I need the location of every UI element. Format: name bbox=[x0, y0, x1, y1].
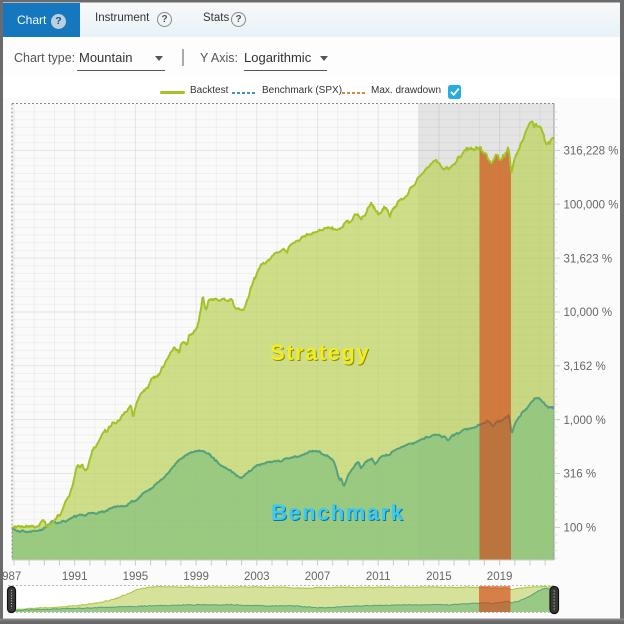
svg-text:Benchmark: Benchmark bbox=[272, 501, 405, 526]
svg-text:Strategy: Strategy bbox=[270, 340, 370, 365]
svg-text:2011: 2011 bbox=[366, 571, 391, 583]
svg-text:100 %: 100 % bbox=[564, 523, 597, 535]
svg-text:316 %: 316 % bbox=[564, 469, 597, 481]
svg-text:1,000 %: 1,000 % bbox=[564, 415, 606, 427]
svg-text:2019: 2019 bbox=[487, 571, 513, 583]
svg-text:100,000 %: 100,000 % bbox=[564, 199, 619, 211]
svg-text:1999: 1999 bbox=[183, 571, 209, 583]
svg-text:2007: 2007 bbox=[305, 571, 331, 583]
svg-text:2003: 2003 bbox=[244, 571, 270, 583]
svg-text:10,000 %: 10,000 % bbox=[564, 307, 613, 319]
svg-text:3,162 %: 3,162 % bbox=[564, 361, 606, 373]
svg-text:316,228 %: 316,228 % bbox=[564, 146, 619, 158]
svg-text:1995: 1995 bbox=[123, 571, 149, 583]
svg-text:1991: 1991 bbox=[62, 571, 88, 583]
svg-text:Strategy: Strategy bbox=[271, 341, 371, 366]
svg-text:31,623 %: 31,623 % bbox=[564, 253, 613, 265]
svg-text:1987: 1987 bbox=[0, 571, 21, 583]
svg-text:Benchmark: Benchmark bbox=[271, 500, 404, 525]
svg-text:2015: 2015 bbox=[426, 571, 452, 583]
